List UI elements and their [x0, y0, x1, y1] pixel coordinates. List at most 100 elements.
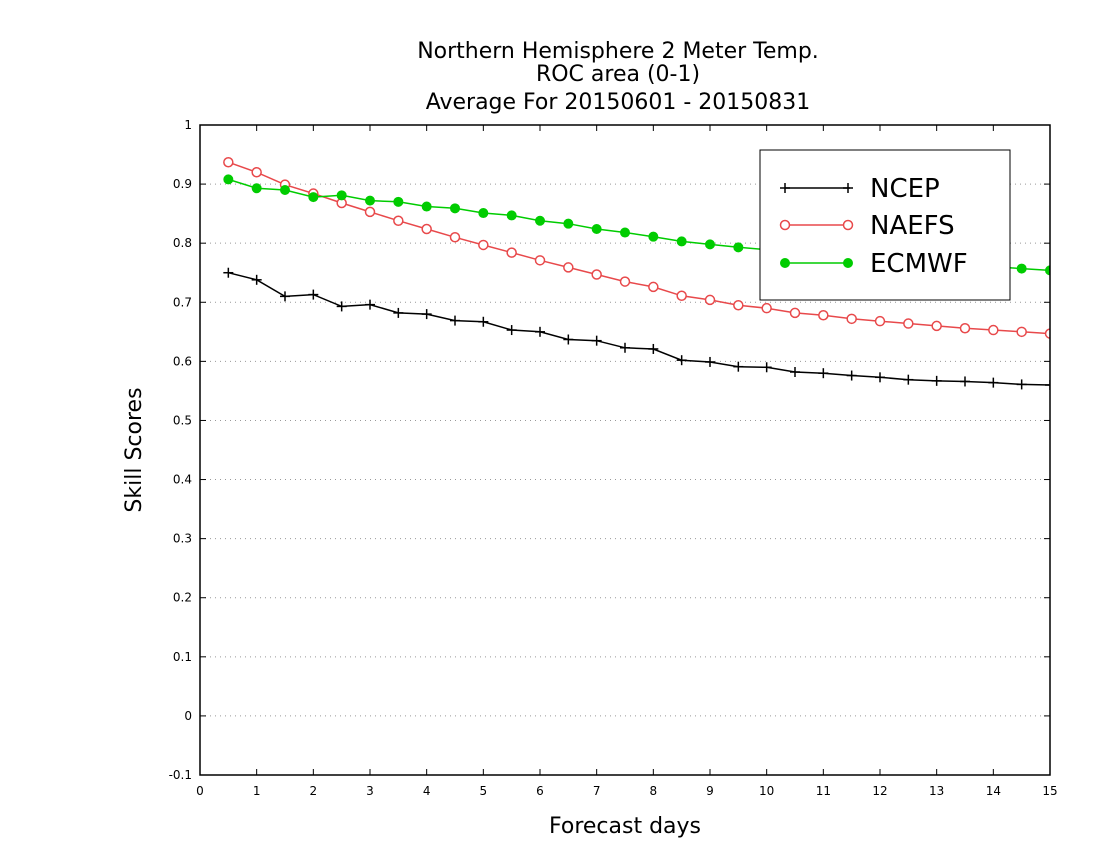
data-point-naefs	[506, 247, 517, 258]
data-point-ncep	[790, 367, 800, 377]
data-point-naefs	[1044, 328, 1050, 339]
data-point-ncep	[1045, 380, 1050, 390]
data-point-ecmwf	[563, 218, 574, 229]
data-point-ncep	[1016, 379, 1027, 390]
chart-title-line-1: Northern Hemisphere 2 Meter Temp.	[417, 39, 819, 64]
data-point-naefs	[591, 269, 602, 280]
y-tick-label: 0.6	[173, 354, 192, 368]
data-point-ecmwf	[733, 242, 744, 253]
x-tick-label: 9	[706, 784, 714, 798]
data-point-ecmwf	[450, 203, 460, 214]
y-axis-label: Skill Scores	[122, 387, 147, 512]
data-point-ncep	[421, 309, 432, 320]
data-point-ecmwf	[421, 201, 432, 212]
x-tick-label: 5	[480, 784, 488, 798]
legend-marker-naefs	[842, 219, 854, 231]
data-point-ecmwf	[336, 190, 347, 201]
legend-entry-ecmwf: ECMWF	[780, 249, 968, 279]
x-tick-label: 0	[196, 784, 204, 798]
data-point-ecmwf	[478, 208, 489, 219]
data-point-ecmwf	[308, 192, 319, 203]
data-point-naefs	[761, 302, 772, 314]
data-point-naefs	[704, 294, 716, 306]
data-point-ecmwf	[535, 215, 545, 226]
x-tick-label: 3	[366, 784, 374, 798]
data-point-ncep	[308, 289, 319, 300]
legend-marker-ecmwf	[780, 258, 790, 268]
data-point-naefs	[449, 232, 461, 243]
data-point-ecmwf	[506, 210, 517, 221]
data-point-ncep	[478, 316, 489, 327]
data-point-naefs	[874, 315, 886, 327]
x-tick-label: 8	[650, 784, 658, 798]
data-point-ecmwf	[620, 227, 630, 238]
y-tick-label: 0.1	[173, 650, 192, 664]
data-point-ncep	[846, 370, 857, 381]
data-point-ncep	[903, 374, 914, 385]
data-point-ncep	[365, 299, 375, 310]
data-point-naefs	[534, 255, 546, 266]
data-point-naefs	[563, 262, 574, 273]
data-point-naefs	[846, 313, 857, 325]
y-tick-label: 0.3	[173, 532, 192, 546]
x-tick-label: 10	[759, 784, 774, 798]
legend: NCEP NAEFS ECMWF	[759, 149, 1011, 301]
data-point-naefs	[903, 318, 914, 329]
y-tick-label: 0.7	[173, 295, 192, 309]
legend-marker-ncep	[780, 183, 790, 193]
y-tick-label: -0.1	[169, 768, 192, 782]
data-point-ecmwf	[280, 185, 290, 195]
x-tick-label: 6	[536, 784, 544, 798]
x-tick-label: 14	[986, 784, 1001, 798]
data-point-naefs	[364, 206, 376, 218]
x-tick-label: 4	[423, 784, 431, 798]
data-point-ncep	[818, 368, 829, 379]
data-point-naefs	[676, 290, 687, 302]
legend-entry-ncep: NCEP	[780, 174, 940, 204]
data-point-ecmwf	[648, 231, 659, 242]
data-point-naefs	[988, 324, 999, 336]
data-point-ecmwf	[1045, 265, 1050, 276]
data-point-ecmwf	[676, 236, 687, 247]
legend-marker-naefs	[779, 219, 791, 231]
data-point-naefs	[733, 299, 744, 311]
data-point-ncep	[535, 326, 545, 337]
data-point-ecmwf	[251, 183, 262, 194]
data-point-ecmwf	[223, 174, 234, 185]
y-tick-label: 0.8	[173, 236, 192, 250]
data-point-ncep	[648, 343, 659, 354]
series-ncep	[223, 267, 1050, 390]
x-tick-label: 11	[816, 784, 831, 798]
data-point-ncep	[705, 356, 715, 367]
legend-marker-ecmwf	[843, 258, 853, 268]
data-point-ecmwf	[1016, 263, 1027, 274]
data-point-ncep	[563, 334, 574, 345]
x-tick-label: 1	[253, 784, 261, 798]
legend-label-naefs: NAEFS	[870, 211, 955, 241]
data-point-ncep	[733, 361, 744, 372]
data-point-naefs	[619, 276, 631, 287]
data-point-ncep	[591, 335, 602, 346]
data-point-naefs	[223, 156, 234, 168]
data-point-naefs	[789, 307, 801, 319]
x-tick-label: 2	[310, 784, 318, 798]
data-point-ncep	[280, 291, 290, 302]
data-point-ncep	[676, 355, 687, 366]
x-tick-label: 12	[872, 784, 887, 798]
y-tick-label: 0.2	[173, 591, 192, 605]
data-point-ncep	[761, 362, 772, 373]
data-point-naefs	[393, 215, 404, 226]
data-point-ncep	[506, 325, 517, 336]
data-point-ecmwf	[393, 196, 404, 207]
x-tick-label: 7	[593, 784, 601, 798]
y-tick-label: 1	[184, 118, 192, 132]
data-point-ecmwf	[705, 239, 715, 250]
data-point-naefs	[931, 320, 942, 332]
chart-title-line-2: ROC area (0-1)	[536, 62, 700, 87]
data-point-naefs	[478, 239, 489, 251]
data-point-ncep	[336, 301, 347, 312]
y-axis: -0.1 0 0.1 0.2 0.3 0.4 0.5 0.6 0.7 0.8 0.9 1	[169, 118, 1050, 782]
data-point-ncep	[960, 376, 970, 387]
data-point-ncep	[393, 307, 404, 318]
